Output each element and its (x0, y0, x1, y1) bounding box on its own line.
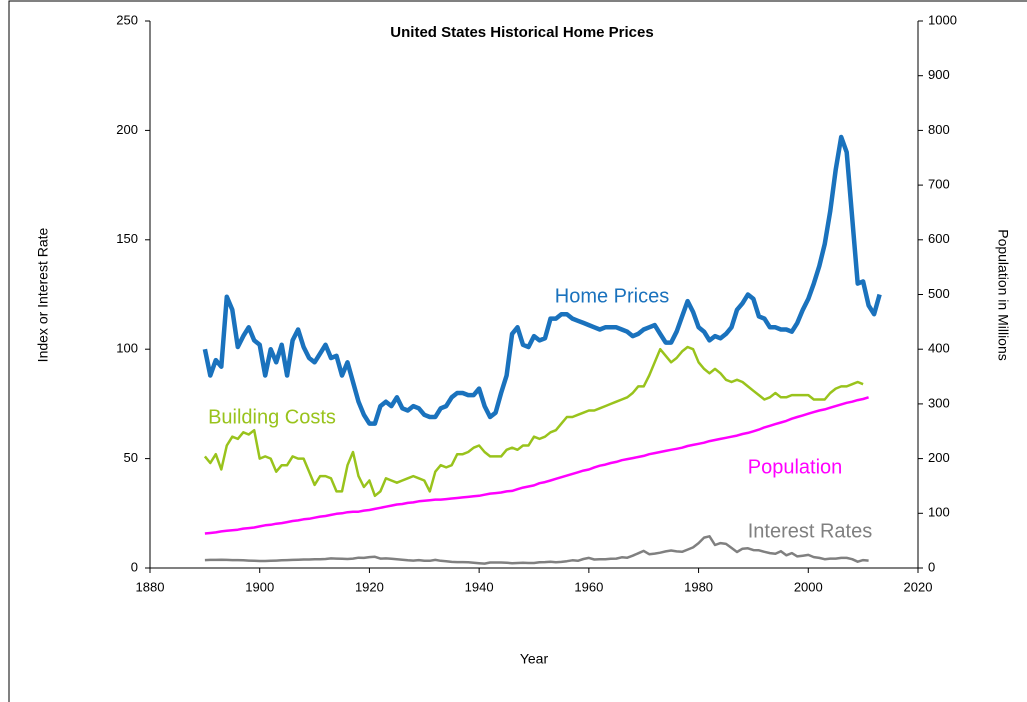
series-line (204, 396, 869, 535)
y2-tick-label: 800 (928, 122, 950, 137)
y2-tick-label: 400 (928, 341, 950, 356)
x-tick-label: 1880 (136, 579, 165, 594)
x-tick-label: 1940 (465, 579, 494, 594)
y2-tick-label: 700 (928, 177, 950, 192)
y-tick-label: 250 (116, 12, 138, 27)
y-axis-label: Index or Interest Rate (35, 227, 51, 362)
series-label: Building Costs (208, 406, 336, 428)
y2-axis-label: Population in Millions (995, 229, 1011, 361)
series-line (204, 535, 869, 565)
y2-tick-label: 300 (928, 395, 950, 410)
y2-tick-label: 1000 (928, 12, 957, 27)
y2-tick-label: 200 (928, 450, 950, 465)
x-tick-label: 1960 (574, 579, 603, 594)
y-tick-label: 150 (116, 231, 138, 246)
y2-tick-label: 0 (928, 559, 935, 574)
x-tick-label: 1980 (684, 579, 713, 594)
x-tick-label: 1900 (245, 579, 274, 594)
y-tick-label: 0 (131, 559, 138, 574)
series-line (203, 345, 864, 498)
chart-frame (8, 0, 1027, 702)
series-line (202, 134, 882, 426)
y-tick-label: 100 (116, 341, 138, 356)
y2-tick-label: 600 (928, 231, 950, 246)
chart-title: United States Historical Home Prices (390, 24, 653, 41)
x-tick-label: 1920 (355, 579, 384, 594)
series-label: Home Prices (555, 285, 669, 307)
series-label: Population (748, 456, 843, 478)
x-axis-label: Year (520, 651, 549, 667)
series-label: Interest Rates (748, 520, 873, 542)
y2-tick-label: 900 (928, 67, 950, 82)
x-tick-label: 2000 (794, 579, 823, 594)
x-tick-label: 2020 (904, 579, 933, 594)
y-tick-label: 50 (124, 450, 138, 465)
y2-tick-label: 500 (928, 286, 950, 301)
y-tick-label: 200 (116, 122, 138, 137)
y2-tick-label: 100 (928, 505, 950, 520)
